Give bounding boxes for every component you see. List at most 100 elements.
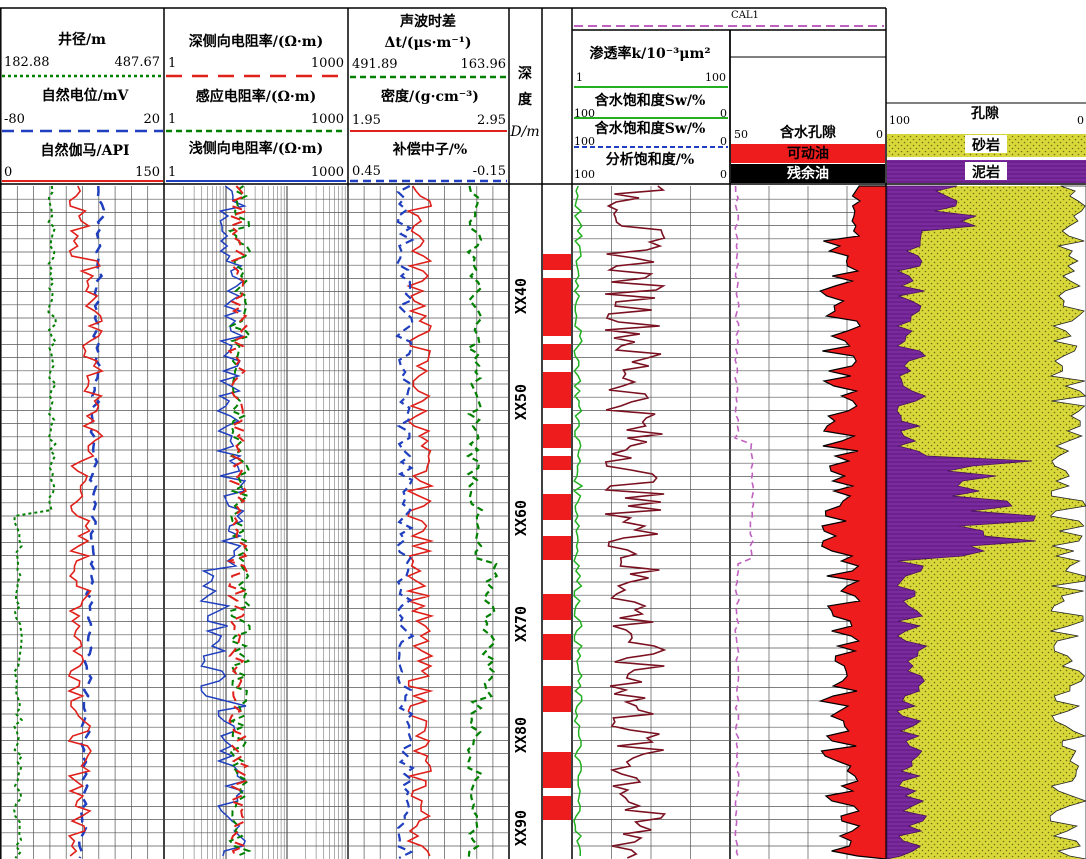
reservoir-marker xyxy=(543,424,571,448)
porosity-title: 孔隙 xyxy=(971,105,999,122)
sw-curve xyxy=(572,185,584,857)
reservoir-marker xyxy=(543,634,571,660)
gr-min: 0 xyxy=(4,165,12,180)
depth-label-2: 度 xyxy=(518,91,533,108)
perm-min: 1 xyxy=(576,71,583,84)
den-title: 密度/(g·cm⁻³) xyxy=(380,88,479,105)
wp-min: 50 xyxy=(734,128,748,141)
wp-title: 含水孔隙 xyxy=(780,124,836,141)
as-max: 0 xyxy=(720,168,727,181)
sw2-title: 含水饱和度Sw/% xyxy=(595,120,706,137)
ind-title: 感应电阻率/(Ω·m) xyxy=(196,88,317,105)
depth-label-3: D/m xyxy=(509,124,539,140)
cal-title: CAL1 xyxy=(731,10,759,21)
lls-min: 1 xyxy=(168,165,176,180)
cnl-title: 补偿中子/% xyxy=(392,141,467,158)
sandstone-label: 砂岩 xyxy=(971,137,1000,154)
sw2-max: 0 xyxy=(720,135,727,148)
cnl-max: -0.15 xyxy=(473,164,506,179)
sw1-max: 0 xyxy=(720,107,727,120)
movable-oil-swatch xyxy=(731,144,885,163)
track7-header: 孔隙 100 0 砂岩 泥岩 xyxy=(886,102,1086,183)
ac-title2: Δt/(μs·m⁻¹) xyxy=(384,35,471,51)
gr-max: 150 xyxy=(135,165,160,180)
depth-header: 深 度 D/m xyxy=(509,65,539,140)
depth-tick-label: XX60 xyxy=(512,500,530,536)
track5-grid xyxy=(572,186,730,859)
caliper-max: 487.67 xyxy=(115,55,161,70)
cnl-curve xyxy=(405,185,435,857)
reservoir-marker xyxy=(543,796,571,820)
reservoir-marker xyxy=(543,536,571,560)
track2-header: 深侧向电阻率/(Ω·m) 1 1000 感应电阻率/(Ω·m) 1 1000 浅… xyxy=(166,33,346,182)
track1-header: 井径/m 182.88 487.67 自然电位/mV -80 20 自然伽马/A… xyxy=(2,31,163,182)
track3-header: 声波时差 Δt/(μs·m⁻¹) 491.89 163.96 密度/(g·cm⁻… xyxy=(350,13,507,183)
track3-grid xyxy=(348,186,509,859)
movable-oil-fill xyxy=(818,185,887,859)
track2-grid xyxy=(165,186,349,859)
lls-max: 1000 xyxy=(311,165,344,180)
log-curves xyxy=(12,185,1086,859)
track6-header: 50 含水孔隙 0 可动油 残余油 xyxy=(731,124,885,183)
depth-tick-label: XX50 xyxy=(512,384,530,420)
mudstone-fill xyxy=(886,185,1037,859)
porosity-edge xyxy=(1049,185,1086,859)
ac-curve xyxy=(395,185,415,859)
lld-min: 1 xyxy=(168,56,176,71)
depth-tick-label: XX40 xyxy=(512,278,530,314)
porosity-min: 100 xyxy=(889,114,910,127)
depth-ticks: XX40 XX50 XX60 XX70 XX80 XX90 xyxy=(512,278,530,846)
perm-title: 渗透率k/10⁻³μm² xyxy=(589,45,710,62)
gr-title: 自然伽马/API xyxy=(40,142,129,159)
sw1-title: 含水饱和度Sw/% xyxy=(595,92,706,109)
sp-min: -80 xyxy=(4,112,25,127)
den-curve xyxy=(465,185,499,859)
lls-title: 浅侧向电阻率/(Ω·m) xyxy=(189,140,324,157)
sp-curve xyxy=(77,185,106,859)
ind-max: 1000 xyxy=(311,112,344,127)
sw1-min: 100 xyxy=(574,107,595,120)
reservoir-marker xyxy=(543,752,571,788)
den-min: 1.95 xyxy=(352,113,381,128)
porosity-max: 0 xyxy=(1077,114,1084,127)
reservoir-marker xyxy=(543,494,571,520)
lld-max: 1000 xyxy=(311,56,344,71)
sp-title: 自然电位/mV xyxy=(42,87,130,104)
track5-header: CAL1 渗透率k/10⁻³μm² 1 100 含水饱和度Sw/% 100 0 … xyxy=(572,10,886,184)
den-max: 2.95 xyxy=(477,113,506,128)
reservoir-marker xyxy=(543,254,571,270)
ind-min: 1 xyxy=(168,112,176,127)
ac-min: 491.89 xyxy=(352,57,398,72)
caliper-title: 井径/m xyxy=(58,31,106,48)
lld-title: 深侧向电阻率/(Ω·m) xyxy=(189,33,324,50)
as-title: 分析饱和度/% xyxy=(606,151,694,168)
sp-max: 20 xyxy=(143,112,160,127)
residual-oil-label: 残余油 xyxy=(787,165,829,182)
perm-curve xyxy=(604,185,667,859)
lld-curve xyxy=(226,185,250,857)
perm-max: 100 xyxy=(705,71,726,84)
depth-tick-label: XX70 xyxy=(512,606,530,642)
depth-tick-label: XX80 xyxy=(512,717,530,753)
reservoir-marker xyxy=(543,594,571,620)
as-min: 100 xyxy=(574,168,595,181)
gr-curve xyxy=(67,185,105,857)
ac-max: 163.96 xyxy=(461,57,507,72)
depth-tick-label: XX90 xyxy=(512,810,530,846)
cal-curve xyxy=(733,185,755,859)
ind-curve xyxy=(227,185,252,857)
cnl-min: 0.45 xyxy=(352,164,381,179)
residual-oil-swatch xyxy=(731,164,885,183)
caliper-min: 182.88 xyxy=(4,55,50,70)
mudstone-label: 泥岩 xyxy=(972,164,1000,181)
reservoir-marker xyxy=(543,456,571,470)
reservoir-marker xyxy=(543,278,571,336)
ac-title1: 声波时差 xyxy=(399,13,456,30)
reservoir-marker xyxy=(543,372,571,408)
depth-label-1: 深 xyxy=(518,65,532,82)
sw2-min: 100 xyxy=(574,135,595,148)
reservoir-marker xyxy=(543,344,571,360)
movable-oil-label: 可动油 xyxy=(787,145,829,162)
wp-max: 0 xyxy=(876,128,883,141)
